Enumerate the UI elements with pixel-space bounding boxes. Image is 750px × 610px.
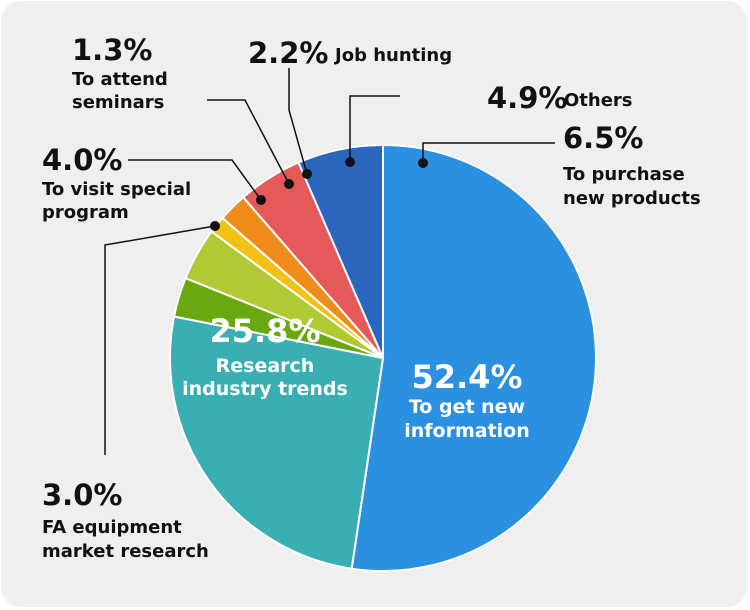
percent-label-to-visit-special-program: 4.0% — [42, 143, 122, 177]
leader-line-to-attend-seminars — [207, 99, 290, 185]
leader-line-to-visit-special-program — [128, 159, 262, 201]
leader-line-fa-equipment-market-research — [104, 225, 216, 455]
pie-slice-to-get-new-information — [350, 144, 597, 572]
leader-line-others — [349, 95, 400, 162]
category-label-to-get-new-information: information — [404, 420, 530, 442]
category-label-to-purchase-new-products: To purchase — [563, 164, 685, 185]
category-label-to-purchase-new-products: new products — [563, 188, 701, 209]
category-label-to-attend-seminars: seminars — [72, 92, 164, 113]
category-label-research-industry-trends: industry trends — [182, 378, 348, 400]
leader-dot-to-purchase-new-products — [418, 158, 428, 168]
category-label-to-visit-special-program: program — [42, 202, 129, 223]
pie-slice-to-purchase-new-products — [297, 144, 384, 359]
percent-label-others: 4.9% — [487, 81, 567, 115]
percent-label-to-get-new-information: 52.4% — [411, 358, 522, 396]
percent-label-fa-equipment-market-research: 3.0% — [42, 478, 122, 512]
percent-label-job-hunting: 2.2% — [248, 36, 328, 70]
leader-dot-fa-equipment-market-research — [210, 221, 220, 231]
category-label-fa-equipment-market-research: FA equipment — [42, 517, 182, 538]
percent-label-to-attend-seminars: 1.3% — [72, 33, 152, 67]
percent-label-research-industry-trends: 25.8% — [209, 312, 320, 350]
leader-line-job-hunting — [288, 68, 308, 175]
leader-dot-others — [345, 157, 355, 167]
leader-dot-job-hunting — [302, 169, 312, 179]
pie-slice-research-industry-trends — [169, 315, 384, 570]
category-label-fa-equipment-market-research: market research — [42, 541, 209, 562]
category-label-job-hunting: Job hunting — [333, 45, 452, 66]
category-label-to-get-new-information: To get new — [409, 396, 525, 418]
percent-label-to-purchase-new-products: 6.5% — [563, 121, 643, 155]
category-label-research-industry-trends: Research — [216, 355, 315, 377]
category-label-to-attend-seminars: To attend — [72, 69, 168, 90]
leader-line-to-purchase-new-products — [422, 142, 555, 163]
category-label-others: Others — [564, 90, 633, 111]
category-label-to-visit-special-program: To visit special — [42, 179, 191, 200]
leader-dot-to-visit-special-program — [256, 195, 266, 205]
leader-dot-to-attend-seminars — [284, 179, 294, 189]
